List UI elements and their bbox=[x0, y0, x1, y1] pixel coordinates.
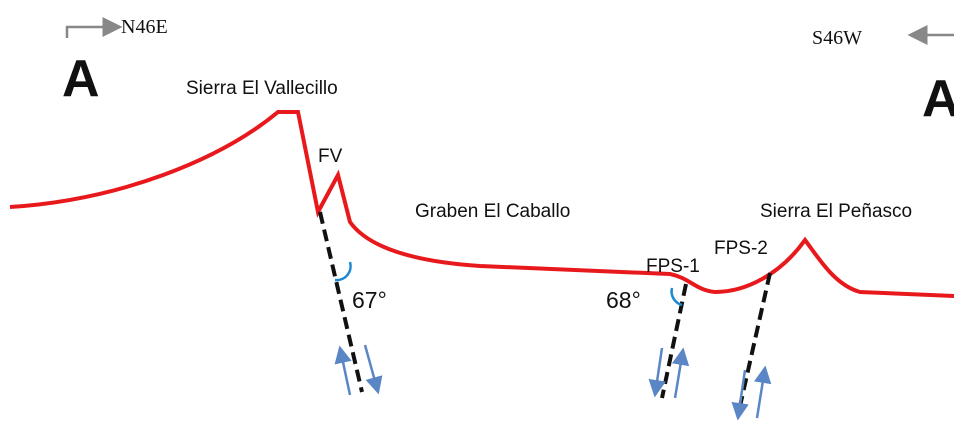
angle-label: 67° bbox=[352, 287, 387, 313]
page: N46E S46W A A' Sierra El Vallecillo FV G… bbox=[0, 0, 954, 421]
direction-arrow bbox=[67, 27, 120, 38]
fault-label: FPS-2 bbox=[714, 238, 768, 259]
direction-label: N46E bbox=[121, 16, 168, 38]
fault-label: FPS-1 bbox=[646, 256, 700, 277]
feature-label: Sierra El Peñasco bbox=[760, 201, 912, 222]
section-label: A bbox=[62, 50, 100, 108]
feature-label: Sierra El Vallecillo bbox=[186, 78, 338, 99]
slip-arrows bbox=[340, 345, 765, 418]
angle-label: 68° bbox=[606, 287, 641, 313]
feature-label: Graben El Caballo bbox=[415, 201, 570, 222]
cross-section: N46E S46W A A' Sierra El Vallecillo FV G… bbox=[0, 0, 954, 421]
section-label: A' bbox=[922, 70, 954, 128]
angle-arc bbox=[335, 262, 351, 280]
fault-label: FV bbox=[318, 146, 343, 167]
direction-label: S46W bbox=[812, 27, 862, 49]
